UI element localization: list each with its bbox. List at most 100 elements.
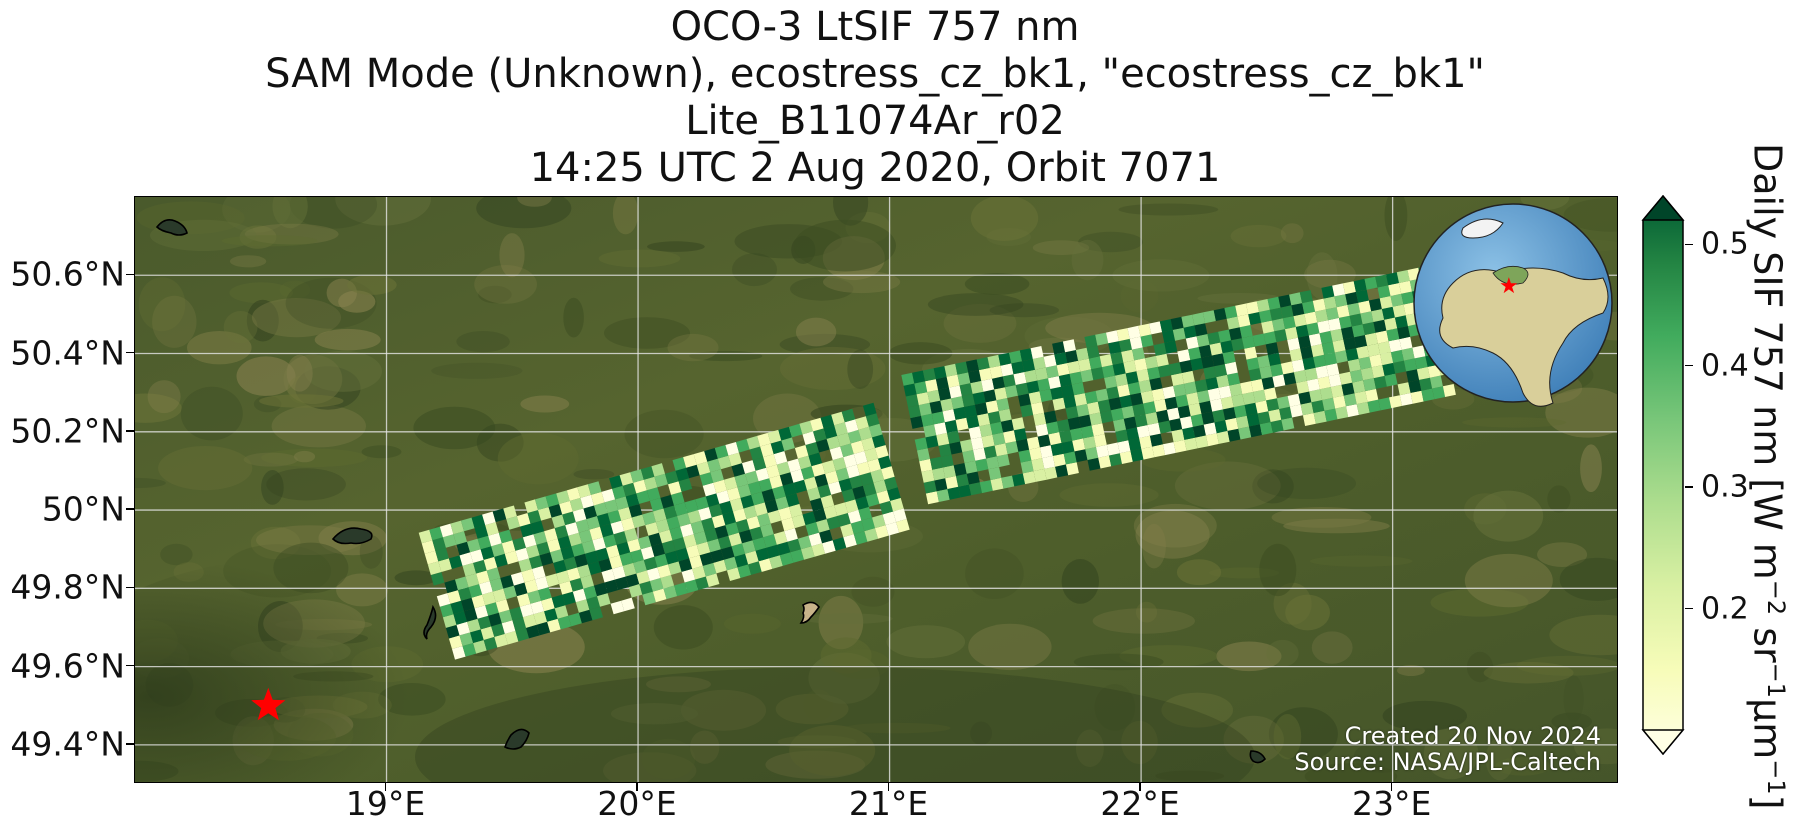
sif-cell[interactable] [1162, 329, 1176, 343]
sif-cell[interactable] [1110, 407, 1124, 421]
sif-cell[interactable] [929, 400, 943, 414]
sif-cell[interactable] [1227, 372, 1241, 386]
sif-cell[interactable] [677, 513, 691, 527]
sif-cell[interactable] [855, 496, 869, 510]
sif-cell[interactable] [908, 405, 921, 419]
sif-cell[interactable] [710, 469, 724, 483]
sif-cell[interactable] [649, 497, 664, 512]
sif-cell[interactable] [587, 481, 602, 495]
sif-cell[interactable] [601, 488, 616, 503]
sif-cell[interactable] [859, 472, 874, 486]
sif-cell[interactable] [512, 537, 526, 551]
sif-cell[interactable] [1085, 447, 1099, 460]
sif-cell[interactable] [975, 458, 989, 472]
sif-cell[interactable] [504, 550, 519, 565]
sif-cell[interactable] [910, 415, 924, 429]
sif-cell[interactable] [1132, 403, 1146, 417]
sif-cell[interactable] [1087, 401, 1101, 415]
sif-cell[interactable] [465, 573, 480, 588]
sif-cell[interactable] [1392, 304, 1406, 318]
sif-cell[interactable] [843, 454, 857, 468]
sif-cell[interactable] [1205, 433, 1219, 447]
map-canvas[interactable]: ★ [135, 197, 1618, 783]
sif-cell[interactable] [1048, 376, 1061, 389]
sif-cell[interactable] [1207, 331, 1221, 345]
sif-cell[interactable] [717, 455, 732, 470]
sif-cell[interactable] [668, 561, 682, 575]
sif-cell[interactable] [640, 546, 655, 560]
sif-cell[interactable] [646, 567, 661, 581]
sif-cell[interactable] [1101, 364, 1115, 378]
sif-cell[interactable] [519, 603, 534, 618]
sif-cell[interactable] [763, 534, 777, 548]
sif-cell[interactable] [707, 538, 721, 553]
sif-cell[interactable] [1367, 399, 1381, 413]
sif-cell[interactable] [934, 422, 947, 436]
sif-cell[interactable] [752, 457, 767, 471]
sif-cell[interactable] [1253, 389, 1267, 403]
sif-cell[interactable] [748, 481, 762, 495]
sif-cell[interactable] [1149, 433, 1163, 447]
sif-cell[interactable] [1045, 365, 1059, 379]
sif-cell[interactable] [802, 431, 817, 445]
sif-cell[interactable] [1136, 425, 1150, 438]
sif-cell[interactable] [470, 629, 484, 643]
sif-cell[interactable] [637, 535, 652, 550]
sif-cell[interactable] [513, 582, 528, 597]
sif-cell[interactable] [921, 469, 935, 483]
sif-cell[interactable] [654, 473, 668, 488]
sif-cell[interactable] [1403, 302, 1417, 316]
sif-cell[interactable] [1397, 382, 1411, 396]
sif-cell[interactable] [946, 374, 960, 388]
sif-cell[interactable] [1371, 365, 1385, 379]
sif-cell[interactable] [1011, 417, 1025, 431]
sif-cell[interactable] [1306, 322, 1320, 336]
sif-cell[interactable] [837, 513, 851, 527]
sif-cell[interactable] [445, 624, 460, 639]
sif-cell[interactable] [477, 615, 492, 630]
sif-cell[interactable] [1145, 412, 1159, 425]
sif-cell[interactable] [1216, 374, 1230, 388]
sif-cell[interactable] [1108, 397, 1122, 411]
sif-cell[interactable] [1015, 382, 1029, 396]
sif-cell[interactable] [1114, 373, 1128, 387]
sif-cell[interactable] [858, 426, 872, 441]
sif-cell[interactable] [1341, 382, 1355, 396]
sif-cell[interactable] [890, 497, 904, 512]
sif-cell[interactable] [1198, 344, 1212, 358]
sif-cell[interactable] [790, 469, 804, 483]
sif-cell[interactable] [598, 558, 613, 572]
sif-cell[interactable] [594, 582, 608, 597]
sif-cell[interactable] [686, 544, 700, 559]
sif-cell[interactable] [515, 547, 529, 562]
sif-cell[interactable] [865, 413, 880, 427]
sif-cell[interactable] [492, 508, 507, 523]
sif-cell[interactable] [903, 383, 917, 397]
sif-cell[interactable] [556, 570, 570, 584]
sif-cell[interactable] [1388, 339, 1402, 353]
sif-cell[interactable] [736, 519, 750, 533]
sif-cell[interactable] [968, 370, 982, 384]
sif-cell[interactable] [482, 511, 496, 526]
sif-cell[interactable] [1304, 367, 1318, 381]
sif-cell[interactable] [973, 447, 987, 461]
sif-cell[interactable] [1334, 350, 1348, 364]
sif-cell[interactable] [1156, 409, 1170, 423]
sif-cell[interactable] [964, 404, 978, 418]
sif-cell[interactable] [522, 534, 537, 548]
sif-cell[interactable] [1242, 391, 1256, 405]
sif-cell[interactable] [853, 531, 868, 545]
sif-cell[interactable] [725, 522, 739, 536]
sif-cell[interactable] [1089, 412, 1103, 426]
sif-cell[interactable] [557, 535, 572, 550]
sif-cell[interactable] [989, 365, 1003, 379]
sif-cell[interactable] [680, 523, 694, 538]
sif-cell[interactable] [1050, 442, 1064, 456]
sif-cell[interactable] [974, 402, 988, 416]
sif-cell[interactable] [1039, 389, 1053, 402]
sif-cell[interactable] [1239, 325, 1253, 339]
sif-cell[interactable] [977, 413, 991, 427]
sif-cell[interactable] [1343, 337, 1357, 351]
sif-cell[interactable] [916, 392, 930, 406]
sif-cell[interactable] [467, 538, 481, 553]
